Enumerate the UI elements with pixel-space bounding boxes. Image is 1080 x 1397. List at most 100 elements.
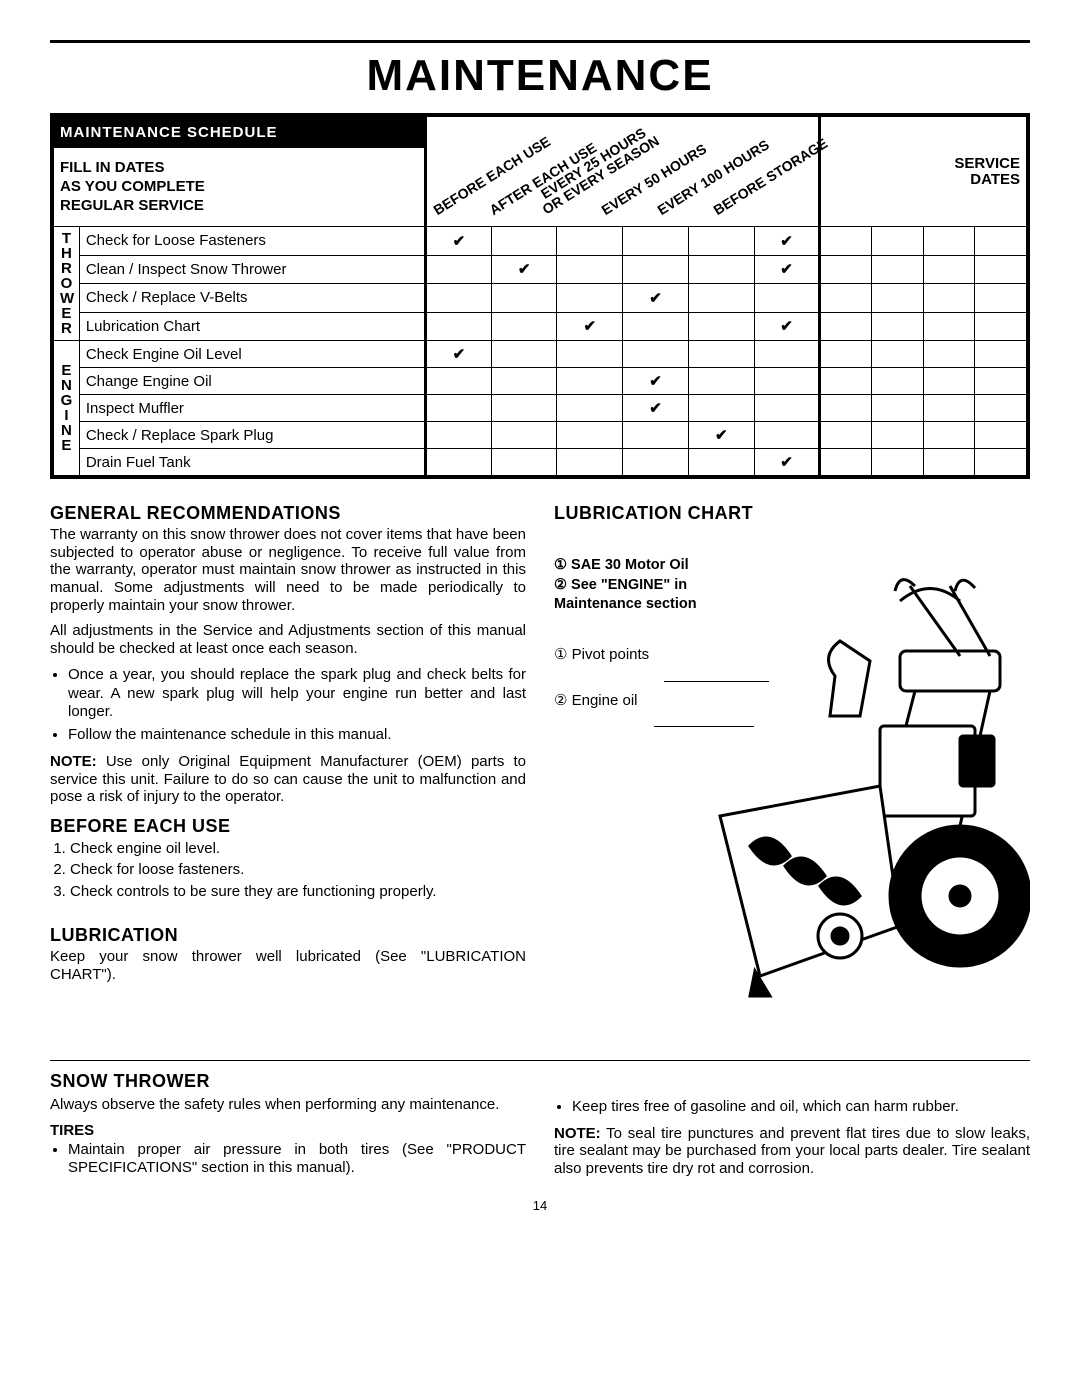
check-cell [688, 312, 754, 341]
check-cell [426, 255, 492, 284]
snow-thrower-p-left: Always observe the safety rules when per… [50, 1096, 526, 1114]
date-cell [923, 368, 975, 395]
check-cell [688, 395, 754, 422]
date-cell [820, 422, 872, 449]
lube-legend-1: ① SAE 30 Motor Oil [554, 557, 689, 573]
lube-legend-2: ② See "ENGINE" in Maintenance section [554, 577, 697, 613]
frequency-headers: BEFORE EACH USE AFTER EACH USE EVERY 25 … [426, 117, 820, 227]
check-cell [688, 284, 754, 313]
check-cell: ✔ [754, 449, 820, 476]
check-cell [688, 368, 754, 395]
gen-rec-p2: All adjustments in the Service and Adjus… [50, 622, 526, 657]
date-cell [923, 227, 975, 256]
date-cell [871, 284, 923, 313]
group-engine-label: ENGINE [54, 341, 80, 476]
check-cell [426, 422, 492, 449]
before-item-2: Check for loose fasteners. [70, 860, 526, 880]
task-cell: Lubrication Chart [79, 312, 425, 341]
lubrication-heading: LUBRICATION [50, 925, 526, 946]
date-cell [923, 284, 975, 313]
date-cell [923, 312, 975, 341]
check-cell [623, 255, 689, 284]
table-row: Inspect Muffler ✔ [54, 395, 1027, 422]
service-dates-l2: DATES [970, 171, 1020, 188]
tires-note-label: NOTE: [554, 1125, 601, 1142]
gen-rec-bullet-2: Follow the maintenance schedule in this … [68, 726, 526, 745]
date-cell [923, 395, 975, 422]
check-cell [623, 341, 689, 368]
tires-note-text: To seal tire punctures and prevent flat … [554, 1125, 1030, 1177]
schedule-heading: MAINTENANCE SCHEDULE [54, 117, 426, 148]
fillin-l1: FILL IN DATES [60, 159, 164, 176]
tires-note: NOTE: To seal tire punctures and prevent… [554, 1125, 1030, 1178]
check-cell [688, 227, 754, 256]
tires-bullet-right: Keep tires free of gasoline and oil, whi… [572, 1098, 1030, 1117]
check-cell: ✔ [491, 255, 557, 284]
task-cell: Check / Replace Spark Plug [79, 422, 425, 449]
table-row: Clean / Inspect Snow Thrower ✔ ✔ [54, 255, 1027, 284]
snow-thrower-illustration [700, 566, 1030, 1026]
check-cell [688, 449, 754, 476]
date-cell [820, 312, 872, 341]
service-dates-l1: SERVICE [954, 155, 1020, 172]
check-cell [557, 395, 623, 422]
date-cell [975, 341, 1027, 368]
check-cell [426, 312, 492, 341]
check-cell [491, 395, 557, 422]
note-text: Use only Original Equipment Manufacturer… [50, 753, 526, 805]
date-cell [871, 422, 923, 449]
task-cell: Check Engine Oil Level [79, 341, 425, 368]
check-cell [491, 422, 557, 449]
check-cell [623, 227, 689, 256]
check-cell [754, 284, 820, 313]
check-cell [426, 368, 492, 395]
check-cell: ✔ [623, 368, 689, 395]
before-item-3: Check controls to be sure they are funct… [70, 882, 526, 902]
task-cell: Check for Loose Fasteners [79, 227, 425, 256]
check-cell [426, 284, 492, 313]
date-cell [871, 312, 923, 341]
check-cell [491, 449, 557, 476]
before-each-use-heading: BEFORE EACH USE [50, 816, 526, 837]
table-row: ENGINE Check Engine Oil Level ✔ [54, 341, 1027, 368]
tires-bullet-left: Maintain proper air pressure in both tir… [68, 1141, 526, 1179]
check-cell [426, 395, 492, 422]
check-cell [557, 255, 623, 284]
task-cell: Inspect Muffler [79, 395, 425, 422]
check-cell [557, 284, 623, 313]
date-cell [871, 368, 923, 395]
check-cell [754, 368, 820, 395]
check-cell [491, 312, 557, 341]
task-cell: Clean / Inspect Snow Thrower [79, 255, 425, 284]
date-cell [820, 368, 872, 395]
check-cell [623, 312, 689, 341]
check-cell [491, 368, 557, 395]
check-cell [754, 341, 820, 368]
date-cell [923, 255, 975, 284]
date-cell [923, 449, 975, 476]
group-thrower-label: THROWER [54, 227, 80, 341]
date-cell [820, 255, 872, 284]
gen-rec-p1: The warranty on this snow thrower does n… [50, 526, 526, 614]
date-cell [820, 449, 872, 476]
check-cell: ✔ [426, 227, 492, 256]
check-cell [754, 422, 820, 449]
task-cell: Change Engine Oil [79, 368, 425, 395]
date-cell [871, 227, 923, 256]
before-item-1: Check engine oil level. [70, 839, 526, 859]
check-cell [688, 341, 754, 368]
date-cell [871, 255, 923, 284]
tires-subheading: TIRES [50, 1122, 526, 1139]
date-cell [975, 368, 1027, 395]
table-row: Change Engine Oil ✔ [54, 368, 1027, 395]
date-cell [820, 395, 872, 422]
check-cell [557, 227, 623, 256]
fillin-l2: AS YOU COMPLETE [60, 178, 205, 195]
check-cell [623, 422, 689, 449]
date-cell [975, 227, 1027, 256]
check-cell [623, 449, 689, 476]
check-cell [491, 341, 557, 368]
check-cell [491, 227, 557, 256]
general-recommendations-heading: GENERAL RECOMMENDATIONS [50, 503, 526, 524]
check-cell: ✔ [426, 341, 492, 368]
